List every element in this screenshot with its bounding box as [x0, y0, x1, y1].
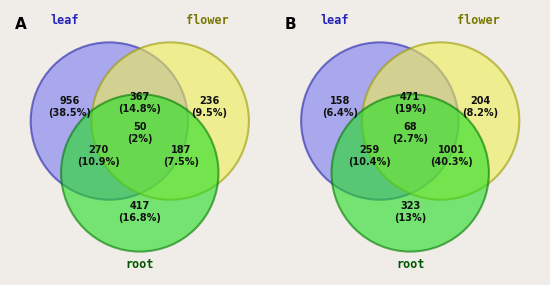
Text: 50
(2%): 50 (2%): [127, 122, 152, 144]
Text: A: A: [15, 17, 26, 32]
Text: 367
(14.8%): 367 (14.8%): [118, 92, 161, 114]
Text: 1001
(40.3%): 1001 (40.3%): [430, 145, 473, 167]
Circle shape: [332, 94, 489, 252]
Text: 270
(10.9%): 270 (10.9%): [77, 145, 120, 167]
Text: 68
(2.7%): 68 (2.7%): [392, 122, 428, 144]
Text: root: root: [125, 258, 154, 271]
Text: leaf: leaf: [51, 14, 79, 27]
Text: 187
(7.5%): 187 (7.5%): [163, 145, 199, 167]
Text: B: B: [285, 17, 296, 32]
Text: flower: flower: [186, 14, 229, 27]
Circle shape: [91, 42, 249, 200]
Circle shape: [301, 42, 459, 200]
Text: 259
(10.4%): 259 (10.4%): [348, 145, 390, 167]
Text: 417
(16.8%): 417 (16.8%): [118, 201, 161, 223]
Text: root: root: [396, 258, 425, 271]
Circle shape: [362, 42, 519, 200]
Circle shape: [61, 94, 218, 252]
Text: 471
(19%): 471 (19%): [394, 92, 426, 114]
Text: 204
(8.2%): 204 (8.2%): [462, 96, 498, 117]
Circle shape: [31, 42, 188, 200]
Text: 158
(6.4%): 158 (6.4%): [322, 96, 359, 117]
Text: 323
(13%): 323 (13%): [394, 201, 426, 223]
Text: leaf: leaf: [321, 14, 349, 27]
Text: flower: flower: [457, 14, 499, 27]
Text: 236
(9.5%): 236 (9.5%): [191, 96, 228, 117]
Text: 956
(38.5%): 956 (38.5%): [48, 96, 91, 117]
